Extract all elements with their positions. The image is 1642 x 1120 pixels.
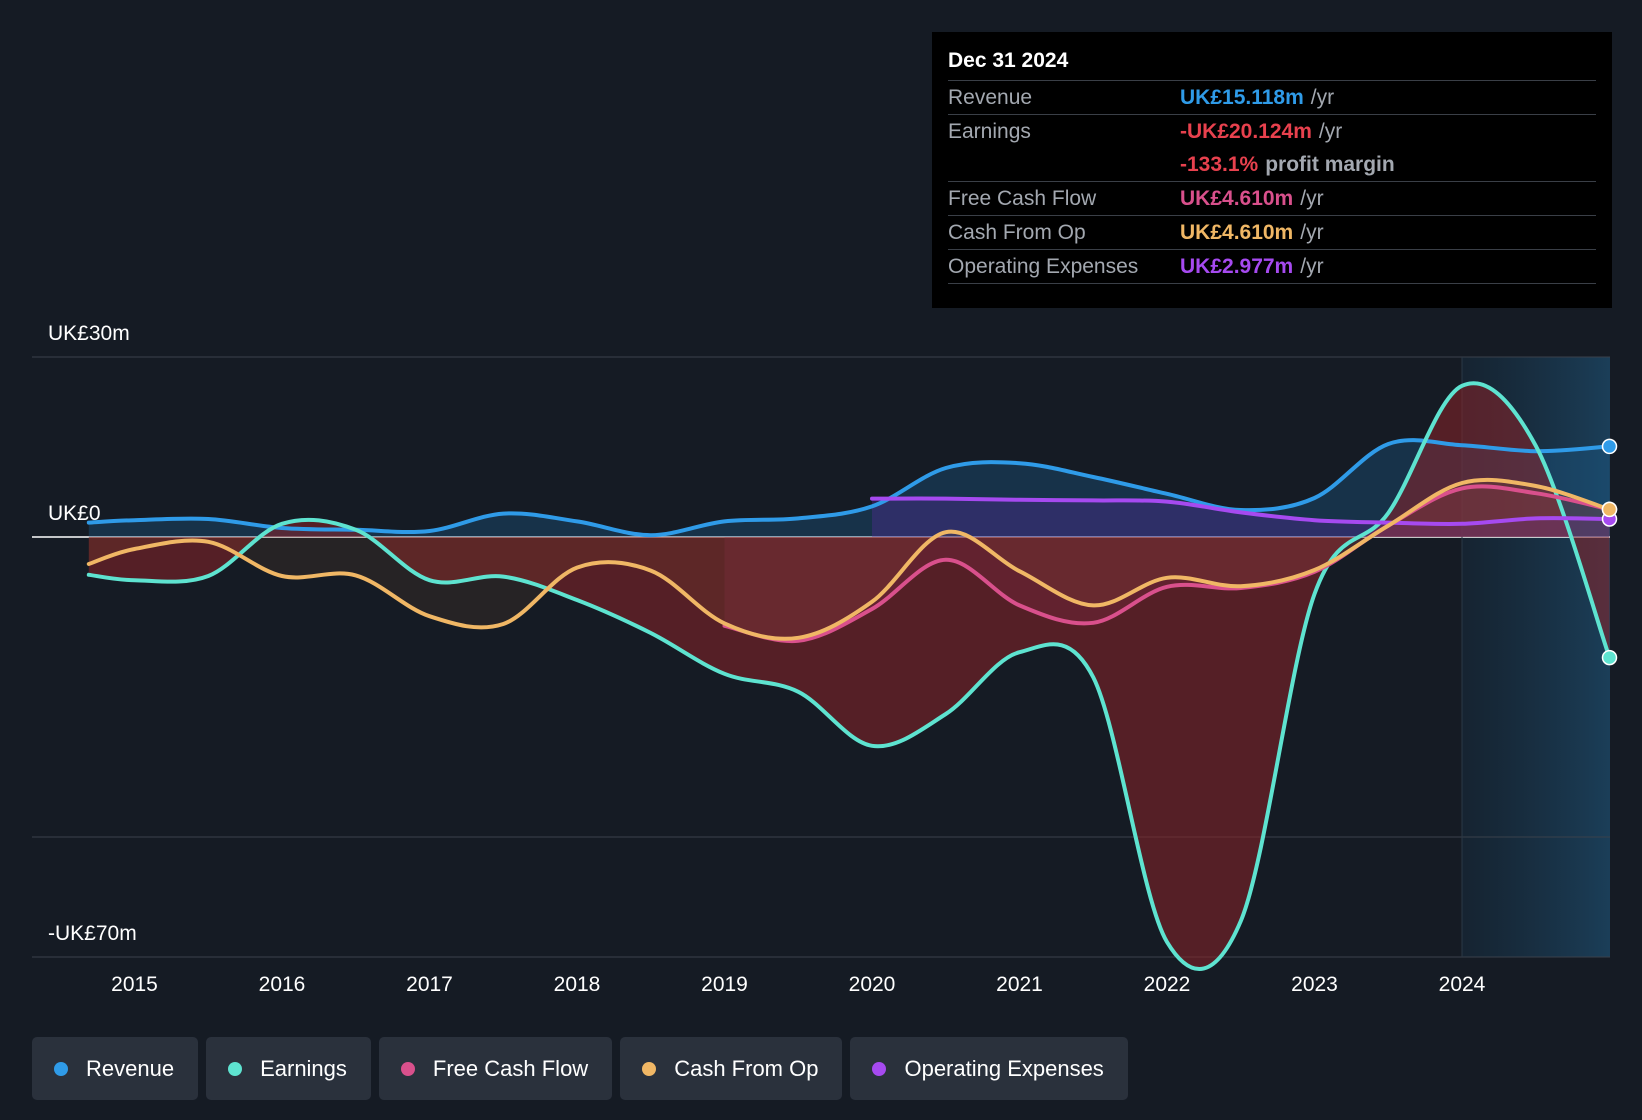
x-tick-label: 2022 — [1144, 973, 1191, 996]
endpoint-cash-from-op — [1601, 501, 1618, 518]
line-operating-expenses — [870, 496, 1612, 526]
line-free-cash-flow — [722, 484, 1612, 644]
area-cash-from-op — [88, 479, 1610, 639]
x-tick-label: 2018 — [554, 973, 601, 996]
x-tick-label: 2021 — [996, 973, 1043, 996]
tooltip-value: UK£2.977m — [1180, 255, 1294, 278]
legend-dot-icon — [400, 1061, 415, 1076]
tooltip-row-margin: -133.1% profit margin — [948, 148, 1596, 182]
legend: Revenue Earnings Free Cash Flow Cash Fro… — [32, 1037, 1136, 1100]
legend-item-revenue[interactable]: Revenue — [32, 1037, 199, 1100]
x-tick-label: 2020 — [849, 973, 896, 996]
tooltip-unit: profit margin — [1265, 153, 1395, 176]
legend-label: Operating Expenses — [904, 1055, 1104, 1081]
legend-dot-icon — [872, 1061, 887, 1076]
tooltip: Dec 31 2024 Revenue UK£15.118m /yr Earni… — [932, 32, 1612, 308]
area-fills — [88, 383, 1610, 970]
line-revenue — [86, 438, 1612, 538]
tooltip-value: UK£4.610m — [1180, 187, 1294, 210]
x-tick-label: 2019 — [701, 973, 748, 996]
legend-item-free-cash-flow[interactable]: Free Cash Flow — [378, 1037, 613, 1100]
y-label-top: UK£30m — [48, 322, 130, 345]
x-tick-label: 2015 — [111, 973, 158, 996]
tooltip-row-cfo: Cash From Op UK£4.610m /yr — [948, 216, 1596, 250]
tooltip-value: UK£4.610m — [1180, 221, 1294, 244]
tooltip-unit: /yr — [1310, 86, 1335, 109]
endpoint-revenue — [1601, 438, 1618, 455]
tooltip-row-opex: Operating Expenses UK£2.977m /yr — [948, 250, 1596, 284]
legend-dot-icon — [54, 1061, 68, 1076]
legend-label: Earnings — [260, 1055, 347, 1081]
tooltip-value: -UK£20.124m — [1180, 120, 1312, 143]
legend-dot-icon — [228, 1061, 243, 1076]
tooltip-unit: /yr — [1300, 187, 1324, 210]
y-label-zero: UK£0 — [48, 502, 101, 525]
tooltip-unit: /yr — [1300, 255, 1324, 278]
x-tick-label: 2017 — [406, 973, 453, 996]
legend-dot-icon — [642, 1061, 657, 1076]
x-axis-ticks: 2015 2016 2017 2018 2019 2020 2021 2022 2023 2024 — [111, 973, 1486, 996]
tooltip-unit: /yr — [1318, 120, 1343, 143]
legend-label: Free Cash Flow — [432, 1055, 589, 1081]
legend-item-cash-from-op[interactable]: Cash From Op — [620, 1037, 843, 1100]
line-cash-from-op — [86, 477, 1612, 641]
series-lines — [86, 381, 1612, 971]
tooltip-unit: /yr — [1300, 221, 1324, 244]
tooltip-value: UK£15.118m — [1180, 86, 1304, 109]
area-operating-expenses — [872, 498, 1610, 537]
endpoint-earnings — [1601, 649, 1618, 666]
legend-item-earnings[interactable]: Earnings — [206, 1037, 371, 1100]
legend-item-operating-expenses[interactable]: Operating Expenses — [850, 1037, 1128, 1100]
x-tick-label: 2016 — [259, 973, 306, 996]
area-earnings — [88, 383, 1610, 970]
y-label-bottom: -UK£70m — [48, 922, 137, 945]
tooltip-date: Dec 31 2024 — [948, 46, 1596, 81]
legend-label: Revenue — [86, 1055, 175, 1081]
tooltip-row-revenue: Revenue UK£15.118m /yr — [948, 81, 1596, 115]
x-tick-label: 2024 — [1439, 973, 1486, 996]
tooltip-label: Cash From Op — [948, 221, 1086, 244]
tooltip-label — [948, 148, 1180, 181]
tooltip-value: -133.1% — [1180, 153, 1259, 176]
tooltip-row-earnings: Earnings -UK£20.124m /yr — [948, 115, 1596, 148]
legend-label: Cash From Op — [674, 1055, 819, 1081]
area-free-cash-flow — [724, 486, 1610, 642]
line-earnings — [86, 381, 1612, 971]
tooltip-row-fcf: Free Cash Flow UK£4.610m /yr — [948, 182, 1596, 216]
tooltip-label: Operating Expenses — [948, 255, 1139, 278]
x-tick-label: 2023 — [1291, 973, 1338, 996]
tooltip-label: Revenue — [948, 86, 1033, 109]
tooltip-label: Free Cash Flow — [948, 187, 1097, 210]
series-endpoints — [1601, 438, 1618, 666]
tooltip-label: Earnings — [948, 120, 1031, 143]
